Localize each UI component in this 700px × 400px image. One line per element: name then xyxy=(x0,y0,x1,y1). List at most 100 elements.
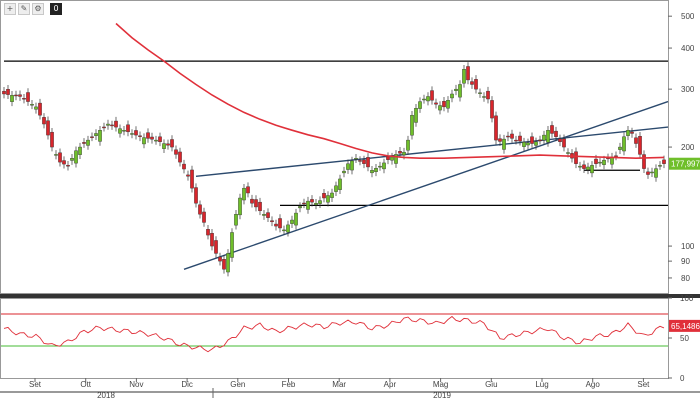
ascending-support-trendline xyxy=(183,100,669,270)
zero-icon[interactable]: 0 xyxy=(50,3,62,15)
candle xyxy=(470,81,474,85)
candle xyxy=(486,90,490,100)
candle xyxy=(450,93,454,99)
candle xyxy=(530,136,534,144)
candle xyxy=(262,214,266,216)
x-month-label: Gen xyxy=(230,380,245,389)
candle xyxy=(558,138,562,143)
candle xyxy=(190,169,194,189)
candle xyxy=(118,128,122,134)
candle xyxy=(598,161,602,164)
gear-icon[interactable]: ⚙ xyxy=(32,3,44,15)
candle xyxy=(650,171,654,174)
pencil-icon[interactable]: ✎ xyxy=(18,3,30,15)
candle xyxy=(234,214,238,226)
candle xyxy=(398,151,402,154)
candle xyxy=(138,135,142,137)
candle xyxy=(282,229,286,232)
candle xyxy=(378,165,382,168)
x-month-label: Apr xyxy=(384,380,397,389)
candle xyxy=(358,160,362,162)
x-month-label: Ago xyxy=(586,380,601,389)
x-month-label: Mag xyxy=(433,380,449,389)
candle xyxy=(210,233,214,247)
candle xyxy=(218,256,222,262)
candle xyxy=(122,130,126,132)
candle xyxy=(198,204,202,215)
candle xyxy=(58,152,62,163)
oscillator-value-label: 65,1486 xyxy=(671,322,700,331)
candle xyxy=(142,137,146,145)
candle xyxy=(278,218,282,229)
candle xyxy=(474,79,478,90)
candle xyxy=(626,130,630,136)
candle xyxy=(194,187,198,204)
osc-tick-label: 0 xyxy=(680,374,685,383)
candle xyxy=(490,100,494,119)
candle xyxy=(250,198,254,204)
x-axis: Set Ott Nov Dic Gen Feb Mar Apr Mag Giu Lug Ago Set 2… xyxy=(0,378,700,400)
x-month-label: Giu xyxy=(485,380,497,389)
moving-average-line xyxy=(115,22,665,160)
candle xyxy=(62,160,66,165)
y-tick-label: 80 xyxy=(681,274,690,283)
candle xyxy=(362,159,366,164)
x-month-label: Set xyxy=(29,380,42,389)
candle xyxy=(86,139,90,146)
candle xyxy=(242,187,246,201)
candle xyxy=(26,92,30,102)
x-month-label: Feb xyxy=(282,380,296,389)
candle xyxy=(550,125,554,134)
candle xyxy=(434,102,438,105)
candle xyxy=(38,102,42,116)
candle xyxy=(534,141,538,146)
candle xyxy=(170,139,174,148)
candle xyxy=(574,151,578,164)
candle xyxy=(586,166,590,170)
candle xyxy=(134,130,138,136)
candle xyxy=(158,136,162,143)
candle xyxy=(230,232,234,258)
candle xyxy=(182,163,186,170)
candle xyxy=(366,157,370,168)
candle xyxy=(562,138,566,148)
candle xyxy=(466,66,470,81)
x-month-label: Set xyxy=(637,380,650,389)
candle xyxy=(146,132,150,139)
candle xyxy=(414,108,418,123)
candle xyxy=(430,90,434,101)
x-year-label: 2018 xyxy=(97,391,115,400)
candle xyxy=(30,104,34,106)
candle xyxy=(382,162,386,170)
candle xyxy=(406,139,410,151)
candle xyxy=(342,170,346,174)
candle xyxy=(206,229,210,236)
oscillator-value-badge xyxy=(669,319,700,332)
candle xyxy=(602,159,606,165)
x-month-label: Dic xyxy=(181,380,193,389)
candle xyxy=(130,133,134,135)
candle xyxy=(6,89,10,95)
x-month-label: Lug xyxy=(535,380,548,389)
x-year-label: 2019 xyxy=(433,391,451,400)
crosshair-icon[interactable]: + xyxy=(4,3,16,15)
candle xyxy=(442,101,446,108)
candle xyxy=(538,139,542,142)
candle xyxy=(426,96,430,102)
candle xyxy=(162,143,166,149)
candle xyxy=(18,94,22,97)
candle xyxy=(518,135,522,142)
candle xyxy=(654,168,658,178)
candle xyxy=(310,199,314,203)
y-tick-label: 100 xyxy=(681,242,695,251)
candle xyxy=(338,178,342,190)
candle xyxy=(214,240,218,254)
candle xyxy=(286,224,290,233)
candle xyxy=(54,154,58,156)
channel-top-trendline xyxy=(195,126,669,177)
last-price-badge xyxy=(669,157,700,170)
candle xyxy=(374,167,378,172)
candle xyxy=(454,88,458,91)
